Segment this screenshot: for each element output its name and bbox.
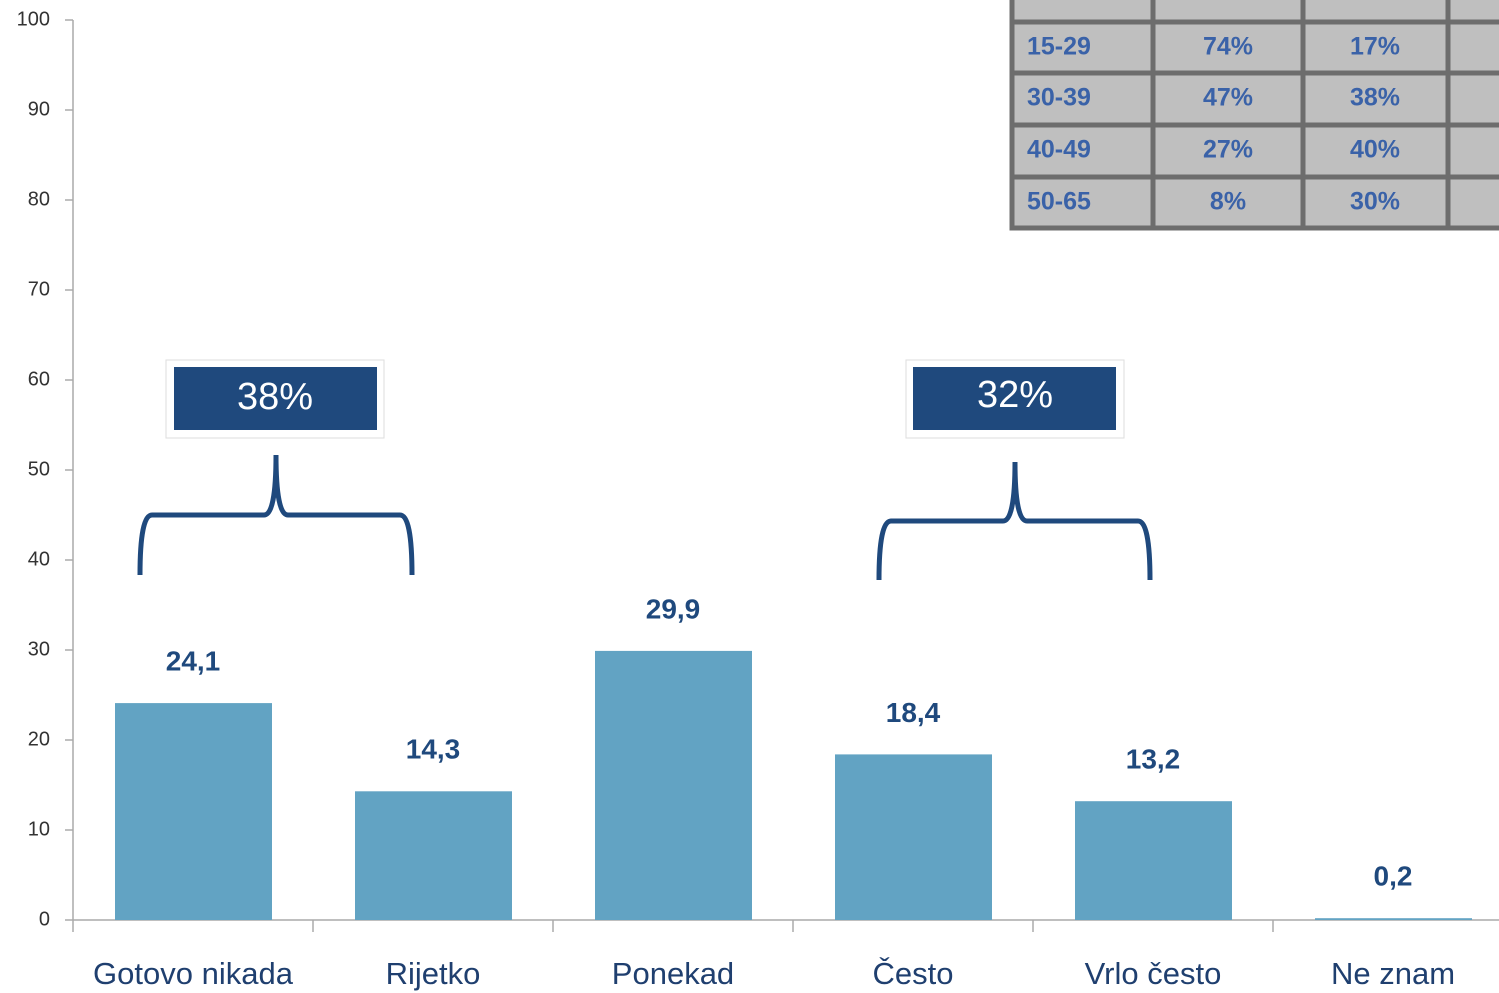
table-cell: 50-65 bbox=[1027, 188, 1091, 216]
brace bbox=[876, 461, 1153, 581]
table-cell: 47% bbox=[1203, 84, 1253, 112]
y-tick-label: 80 bbox=[28, 188, 50, 210]
value-label: 14,3 bbox=[406, 734, 461, 765]
x-tick-label: Vrlo često bbox=[1085, 956, 1222, 991]
y-tick-label: 0 bbox=[39, 908, 50, 930]
y-tick-label: 40 bbox=[28, 548, 50, 570]
annotation-box bbox=[913, 367, 1116, 430]
x-tick-label: Ponekad bbox=[612, 956, 734, 991]
table-cell: 27% bbox=[1203, 136, 1253, 164]
bar bbox=[835, 754, 992, 920]
x-tick-label: Gotovo nikada bbox=[93, 956, 294, 991]
bar bbox=[1075, 801, 1232, 920]
x-tick-label: Ne znam bbox=[1331, 956, 1455, 991]
table-cell: 17% bbox=[1350, 33, 1400, 61]
table-cell: 30% bbox=[1350, 188, 1400, 216]
bar bbox=[115, 703, 272, 920]
table-bg bbox=[1009, 0, 1499, 231]
table: 15-29 74% 17% 30-39 47% 38% 40-49 27% 40% 50-65 8%… bbox=[1009, 0, 1499, 231]
table-cell: 40% bbox=[1350, 136, 1400, 164]
table-cell: 30-39 bbox=[1027, 84, 1091, 112]
y-tick-label: 30 bbox=[28, 638, 50, 660]
table-cell: 8% bbox=[1210, 188, 1246, 216]
y-tick-label: 10 bbox=[28, 818, 50, 840]
bar bbox=[1315, 918, 1472, 920]
table-cell: 38% bbox=[1350, 84, 1400, 112]
value-label: 13,2 bbox=[1126, 744, 1181, 775]
brace bbox=[137, 454, 415, 576]
brace-right bbox=[876, 461, 1153, 581]
annotation-box bbox=[174, 367, 377, 430]
y-tick-label: 20 bbox=[28, 728, 50, 750]
table-cell: 15-29 bbox=[1027, 33, 1091, 61]
y-tick-label: 50 bbox=[28, 458, 50, 480]
brace-left bbox=[137, 454, 415, 576]
table-cell: 74% bbox=[1203, 33, 1253, 61]
value-label: 29,9 bbox=[646, 593, 701, 624]
value-label: 24,1 bbox=[166, 645, 221, 676]
table-cell: 40-49 bbox=[1027, 136, 1091, 164]
y-tick-label: 100 bbox=[17, 8, 50, 30]
y-tick-label: 90 bbox=[28, 98, 50, 120]
value-label: 18,4 bbox=[886, 697, 941, 728]
annotation: 38% bbox=[237, 376, 313, 418]
value-label: 0,2 bbox=[1374, 861, 1413, 892]
bar bbox=[595, 650, 752, 920]
x-tick-label: Često bbox=[873, 956, 954, 991]
bar bbox=[355, 791, 512, 920]
annotation: 32% bbox=[977, 374, 1053, 416]
y-tick-label: 60 bbox=[28, 368, 50, 390]
y-tick-label: 70 bbox=[28, 278, 50, 300]
x-tick-label: Rijetko bbox=[386, 956, 481, 991]
